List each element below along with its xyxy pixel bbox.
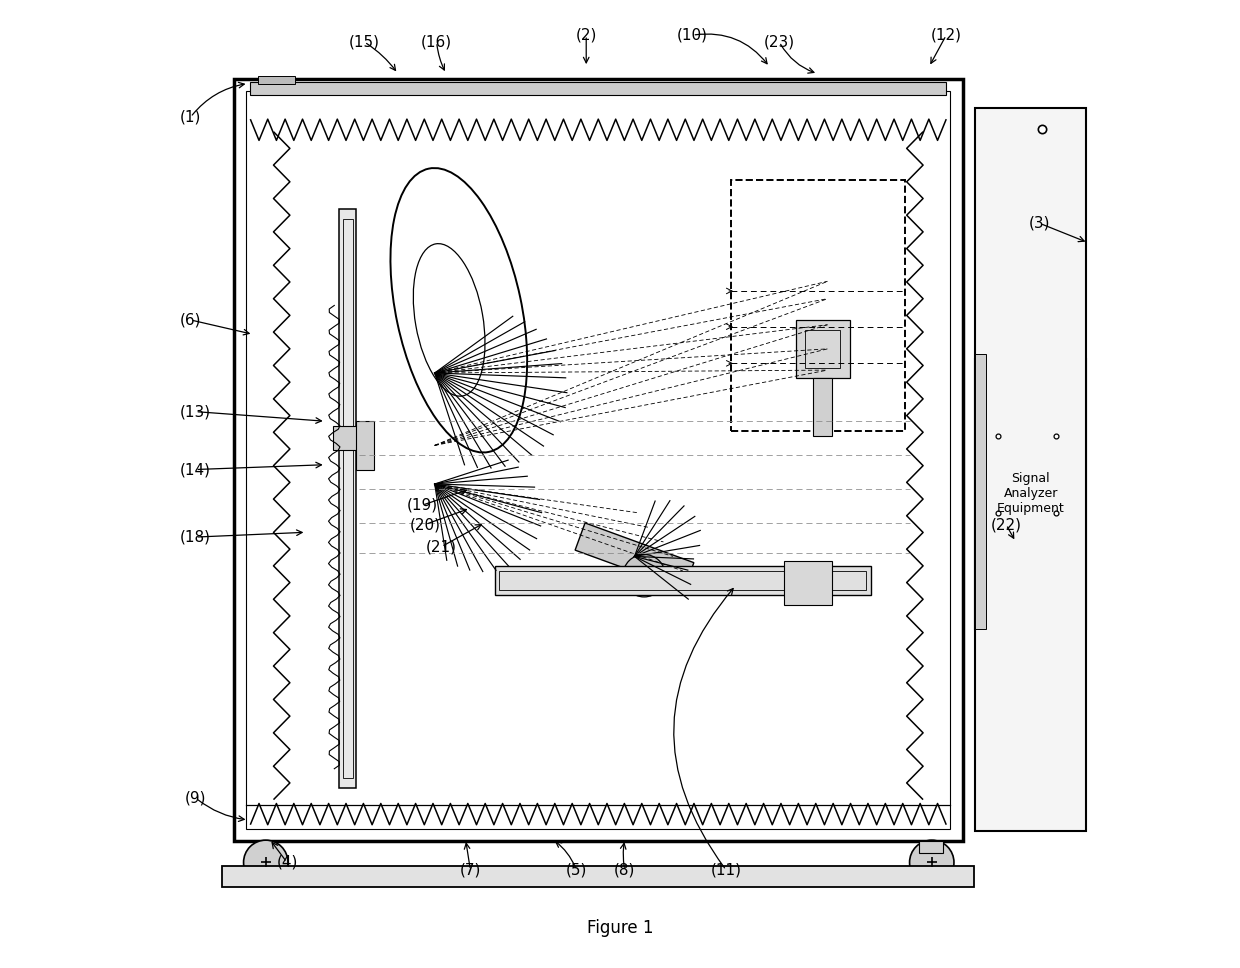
Bar — [980, 366, 1083, 379]
Text: (19): (19) — [407, 498, 438, 513]
Bar — [250, 82, 946, 95]
Text: (20): (20) — [409, 517, 440, 532]
Text: (10): (10) — [677, 28, 708, 43]
Text: (9): (9) — [185, 790, 206, 805]
Text: (6): (6) — [180, 313, 201, 327]
Text: (15): (15) — [348, 35, 379, 49]
Bar — [495, 566, 870, 595]
Bar — [784, 561, 832, 605]
Bar — [258, 76, 295, 84]
Polygon shape — [575, 523, 694, 590]
Bar — [975, 107, 1086, 832]
Text: (8): (8) — [614, 862, 636, 878]
Circle shape — [910, 840, 954, 885]
Text: (11): (11) — [711, 862, 742, 878]
Bar — [234, 78, 962, 841]
Text: (16): (16) — [422, 35, 453, 49]
Bar — [343, 219, 352, 778]
Text: (4): (4) — [277, 855, 298, 870]
Bar — [356, 421, 374, 469]
Text: (12): (12) — [931, 28, 962, 43]
Bar — [334, 426, 362, 450]
Bar — [796, 319, 849, 378]
Text: (2): (2) — [575, 28, 596, 43]
Bar — [339, 209, 356, 788]
Bar — [919, 841, 944, 853]
Bar — [500, 571, 866, 590]
Bar — [222, 866, 975, 888]
Bar — [247, 91, 950, 829]
Bar — [975, 358, 1086, 629]
Circle shape — [243, 840, 288, 885]
Text: (1): (1) — [180, 109, 201, 125]
Text: (23): (23) — [764, 35, 795, 49]
Text: (13): (13) — [180, 404, 211, 419]
Text: (14): (14) — [180, 462, 211, 477]
Text: Signal
Analyzer
Equipment: Signal Analyzer Equipment — [997, 472, 1065, 515]
Text: (7): (7) — [460, 862, 481, 878]
Text: (22): (22) — [991, 517, 1022, 532]
Bar — [975, 353, 986, 629]
Text: Figure 1: Figure 1 — [587, 919, 653, 937]
Circle shape — [622, 555, 666, 597]
Text: (21): (21) — [425, 539, 456, 555]
Bar — [732, 180, 905, 431]
Text: (18): (18) — [180, 529, 211, 545]
Text: (3): (3) — [1029, 216, 1050, 231]
Bar — [805, 329, 839, 368]
Text: (5): (5) — [565, 862, 588, 878]
Bar — [813, 378, 832, 436]
